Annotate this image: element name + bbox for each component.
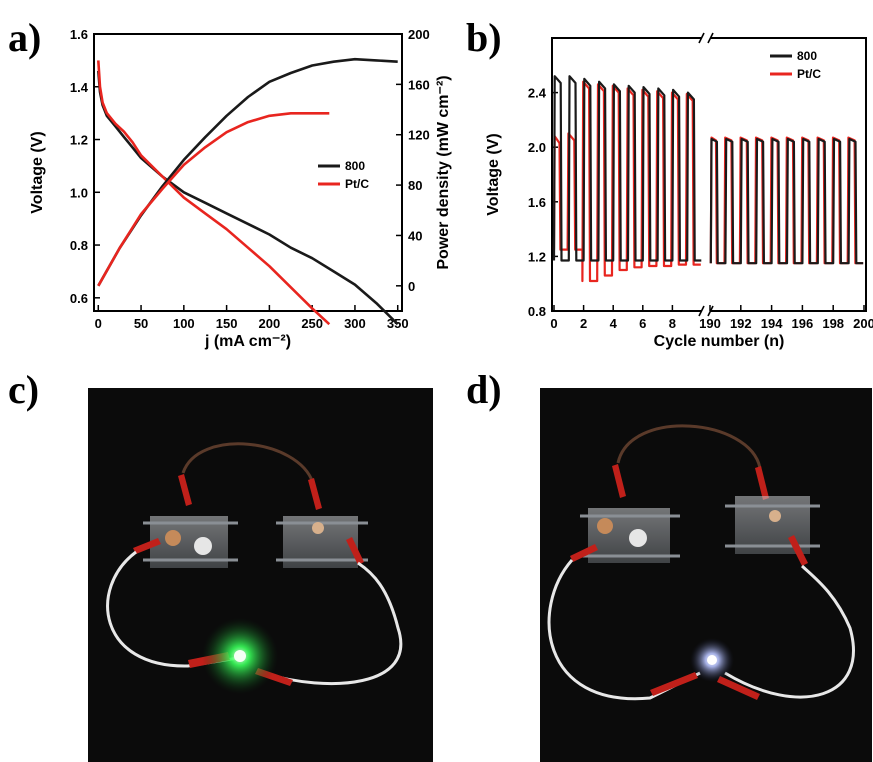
clip-top-left (612, 464, 626, 498)
chart-b-x-axis-label: Cycle number (n) (654, 333, 785, 350)
chart-b-x-tick-label: 200 (853, 316, 873, 331)
panel-label-b: b) (466, 15, 502, 60)
chart-b-x-tick-label: 196 (792, 316, 814, 331)
chart-a-y-right-tick-label: 0 (408, 279, 415, 294)
chart-b-y-tick-label: 2.0 (528, 140, 546, 155)
chart-b-x-tick-label: 190 (699, 316, 721, 331)
clip-bottom-right (717, 676, 760, 700)
chart-b-x-tick-label: 0 (550, 316, 557, 331)
chart-b-x-tick-label: 8 (669, 316, 676, 331)
chart-a-x-tick-label: 50 (134, 316, 148, 331)
wire-bottom (106, 550, 403, 686)
cell-stack-left (143, 516, 238, 568)
clip-top-right (755, 466, 769, 500)
chart-b-legend-label: 800 (797, 49, 817, 63)
chart-b-y-tick-label: 2.4 (528, 86, 547, 101)
led (707, 655, 717, 665)
chart-a-y-right-axis-label: Power density (mW cm⁻²) (435, 75, 452, 269)
chart-b-break-gap-bottom (701, 307, 711, 315)
wire-top (616, 424, 762, 469)
chart-a-y-right-tick-label: 200 (408, 27, 430, 42)
led (234, 650, 246, 662)
chart-b-legend-label: Pt/C (797, 67, 821, 81)
wire-bottom (547, 559, 855, 701)
chart-a-legend-label: 800 (345, 159, 365, 173)
chart-a-y-tick-label: 0.8 (70, 238, 88, 253)
clip-right-side (346, 537, 364, 565)
chart-b-x-tick-label: 198 (822, 316, 844, 331)
chart-a-frame (93, 33, 403, 312)
chart-a-y-tick-label: 0.6 (70, 291, 88, 306)
clip-top-right (308, 478, 322, 510)
chart-b-y-tick-label: 0.8 (528, 304, 546, 319)
chart-b-x-tick-label: 4 (610, 316, 618, 331)
chart-a-y-tick-label: 1.0 (70, 185, 88, 200)
chart-b-break-mark (707, 32, 714, 44)
chart-a-y-axis-label: Voltage (V) (29, 131, 46, 213)
photo-c-illustration (106, 442, 403, 694)
chart-a-series-800-voltage (97, 70, 399, 326)
chart-b-break-mark (698, 32, 705, 44)
chart-b-y-tick-label: 1.2 (528, 249, 546, 264)
chart-a-y-tick-label: 1.2 (70, 133, 88, 148)
chart-b-break-gap-top (701, 34, 711, 42)
clip-left-side (133, 538, 161, 554)
chart-b-y-tick-label: 1.6 (528, 195, 546, 210)
chart-b-break-mark (698, 305, 705, 317)
chart-a-y-right-tick-label: 120 (408, 128, 430, 143)
clip-top-left (178, 474, 192, 506)
chart-a-y-right-tick-label: 40 (408, 228, 422, 243)
chart-a-x-tick-label: 200 (259, 316, 281, 331)
chart-b-series-800 (552, 75, 864, 265)
wire-top (181, 442, 315, 484)
chart-a-x-tick-label: 250 (301, 316, 323, 331)
chart-b-x-tick-label: 192 (730, 316, 752, 331)
cell-stack-left (580, 508, 680, 563)
panel-label-d: d) (466, 367, 502, 412)
clip-bottom-left (650, 672, 698, 696)
chart-a-series-ptc-voltage (97, 60, 331, 326)
chart-b-cycling: 0 2 4 6 8 190 192 194 196 198 200 0.8 1.2 1.6 2.0 2.4 Cy… (485, 32, 873, 350)
chart-b-x-tick-label: 194 (761, 316, 783, 331)
chart-a-y-right-tick-label: 80 (408, 178, 422, 193)
cell-stack-right (725, 496, 820, 554)
chart-a-x-tick-label: 0 (95, 316, 102, 331)
chart-a-legend-label: Pt/C (345, 177, 369, 191)
chart-a-series-ptc-power (97, 112, 330, 287)
panel-label-c: c) (8, 367, 40, 412)
clip-left-side (570, 544, 598, 562)
chart-b-y-axis-label: Voltage (V) (485, 133, 502, 215)
chart-a-y-right-tick-label: 160 (408, 77, 430, 92)
chart-a-polarization-power: 0 50 100 150 200 250 300 3500.60.81.01.21.41.60… (29, 27, 452, 350)
cell-stack-right (276, 516, 368, 568)
photo-d-illustration (547, 424, 855, 701)
photo-d-led-circuit-blue (540, 388, 872, 762)
chart-a-y-tick-label: 1.4 (70, 80, 89, 95)
clip-right-side (788, 535, 808, 566)
chart-a-x-tick-label: 100 (173, 316, 195, 331)
panel-label-a: a) (8, 15, 42, 60)
chart-b-x-tick-label: 2 (580, 316, 587, 331)
chart-a-x-tick-label: 150 (216, 316, 238, 331)
photo-c-led-circuit-green (88, 388, 433, 762)
chart-a-y-tick-label: 1.6 (70, 27, 88, 42)
chart-a-x-tick-label: 300 (344, 316, 366, 331)
chart-b-series-ptc (552, 80, 864, 283)
chart-a-x-axis-label: j (mA cm⁻²) (204, 333, 291, 350)
chart-b-x-tick-label: 6 (639, 316, 646, 331)
